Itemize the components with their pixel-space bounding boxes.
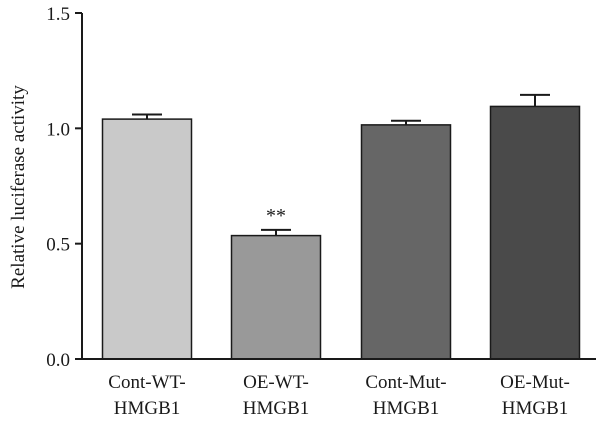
x-tick-label: Cont-WT- bbox=[108, 372, 185, 393]
bar bbox=[360, 124, 452, 360]
y-tick-label: 0.0 bbox=[46, 350, 70, 371]
x-tick-label: HMGB1 bbox=[114, 398, 181, 419]
x-tick-label: HMGB1 bbox=[243, 398, 310, 419]
annotations: ** bbox=[266, 205, 286, 227]
x-tick-label: Cont-Mut- bbox=[365, 372, 446, 393]
x-tick-label: HMGB1 bbox=[373, 398, 440, 419]
x-tick-label: OE-Mut- bbox=[500, 372, 570, 393]
bars bbox=[101, 105, 581, 360]
x-tick-label: OE-WT- bbox=[243, 372, 309, 393]
y-axis-title: Relative luciferase activity bbox=[8, 85, 29, 289]
bar bbox=[230, 234, 322, 360]
x-axis: Cont-WT- HMGB1 OE-WT- HMGB1 Cont-Mut- HMGB1 OE… bbox=[81, 358, 596, 419]
y-tick-label: 1.5 bbox=[46, 4, 70, 25]
y-tick-label: 1.0 bbox=[46, 119, 70, 140]
bar bbox=[101, 118, 193, 360]
x-tick-label: HMGB1 bbox=[502, 398, 569, 419]
bar bbox=[489, 105, 581, 360]
error-bars bbox=[132, 93, 550, 236]
y-axis: 0.0 0.5 1.0 1.5 bbox=[46, 4, 83, 371]
y-tick-label: 0.5 bbox=[46, 235, 70, 256]
significance-marker: ** bbox=[266, 205, 286, 227]
